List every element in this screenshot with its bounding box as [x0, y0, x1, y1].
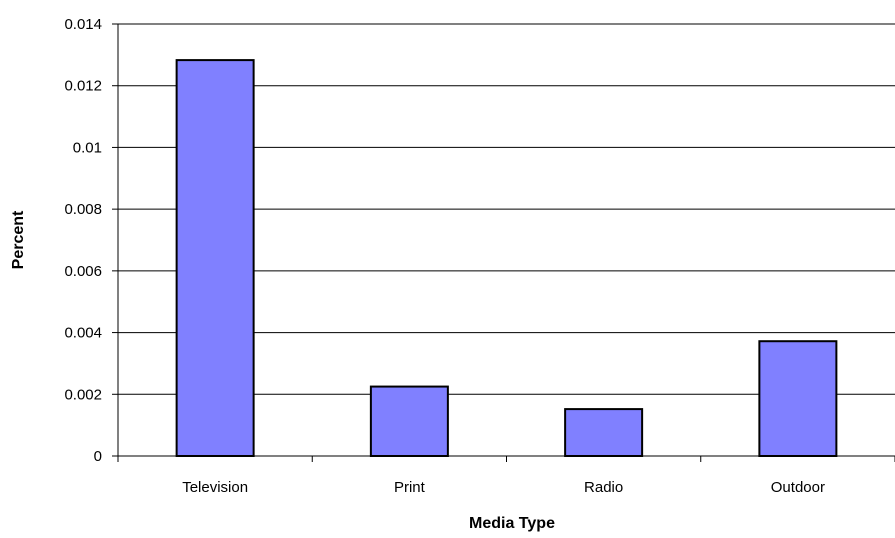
y-tick-labels: 0 0.002 0.004 0.006 0.008 0.01 0.012 0.014 [64, 16, 118, 465]
y-axis-title: Percent [10, 210, 27, 269]
x-tick-label-radio: Radio [584, 479, 623, 496]
y-tick-label: 0 [94, 448, 102, 465]
bar-television [175, 59, 255, 458]
y-tick-label: 0.004 [64, 325, 102, 342]
y-tick-label: 0.01 [73, 139, 102, 156]
y-tick-label: 0.014 [64, 16, 102, 33]
y-tick-label: 0.002 [64, 386, 102, 403]
x-axis-title: Media Type [469, 515, 555, 532]
bar-outdoor [758, 340, 838, 457]
x-tick-label-outdoor: Outdoor [771, 479, 825, 496]
y-tick-label: 0.008 [64, 201, 102, 218]
x-tick-labels: Television Print Radio Outdoor [117, 456, 895, 496]
y-tick-label: 0.012 [64, 78, 102, 95]
x-tick-label-print: Print [394, 479, 426, 496]
bars [175, 59, 838, 458]
y-tick-label: 0.006 [64, 263, 102, 280]
bar-print [369, 385, 449, 458]
bar-radio [564, 408, 644, 457]
x-tick-label-television: Television [182, 479, 248, 496]
